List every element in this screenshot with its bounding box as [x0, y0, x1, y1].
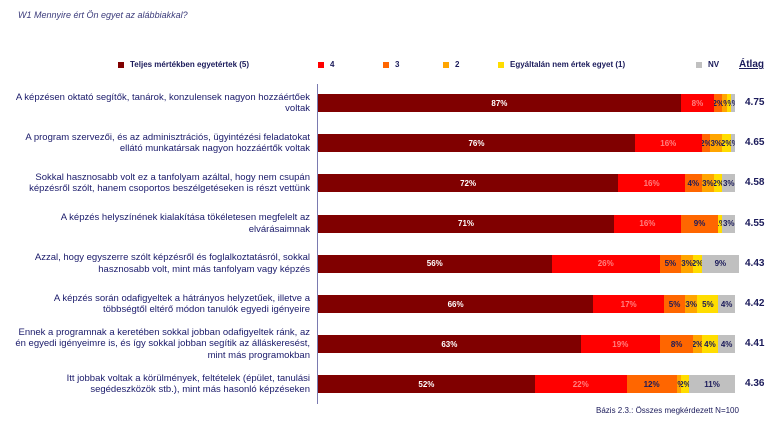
category-label: A képzés során odafigyeltek a hátrányos …: [53, 292, 310, 316]
legend-label: 4: [330, 60, 335, 69]
average-value: 4.75: [745, 97, 765, 108]
legend-item: Egyáltalán nem értek egyet (1): [498, 60, 625, 69]
bar-segment: 9%: [701, 254, 740, 273]
legend-swatch: [383, 61, 389, 68]
bar-segment: 2%: [722, 134, 731, 153]
bar-segment: 3%: [722, 214, 735, 233]
category-label: A képzésen oktató segítők, tanárok, konz…: [15, 91, 310, 115]
bar-segment: 3%: [722, 174, 735, 193]
bar-segment: 17%: [593, 295, 665, 313]
bar-segment: 63%: [318, 335, 581, 354]
legend-item: Teljes mértékben egyetértek (5): [118, 60, 249, 69]
bar-segment: 26%: [551, 254, 660, 273]
category-label: Ennek a programnak a keretében sokkal jo…: [15, 326, 310, 361]
legend-swatch: [318, 61, 324, 68]
legend-swatch: [498, 61, 504, 68]
bar-segment: 5%: [659, 254, 681, 273]
bar-segment: 8%: [659, 335, 694, 354]
bar-segment: 19%: [580, 335, 660, 354]
category-label: A program szervezői, és az adminisztráci…: [25, 131, 310, 155]
bar-segment: 52%: [318, 375, 535, 394]
category-label: Azzal, hogy egyszerre szólt képzésről és…: [34, 252, 310, 275]
base-footnote: Bázis 2.3.: Összes megkérdezett N=100: [596, 406, 739, 415]
bar-segment: 16%: [614, 214, 681, 233]
bar-segment: 76%: [318, 134, 635, 153]
bar-segment: 1%: [726, 94, 731, 112]
bar-segment: 87%: [318, 94, 681, 112]
bar-segment: 22%: [534, 375, 627, 394]
bar-segment: 12%: [626, 375, 677, 394]
bar-segment: 2%: [693, 254, 702, 273]
bar-segment: 4%: [718, 295, 735, 313]
category-label: A képzés helyszínének kialakítása tökéle…: [60, 212, 310, 235]
bar-segment: 9%: [680, 214, 719, 233]
legend-item: NV: [696, 60, 719, 69]
legend-item: 2: [443, 60, 459, 69]
legend-label: Egyáltalán nem értek egyet (1): [510, 60, 626, 69]
bar-segment: 16%: [634, 134, 702, 153]
legend-swatch: [443, 61, 449, 68]
bar-segment: 2%: [714, 94, 723, 112]
legend-label: Teljes mértékben egyetértek (5): [130, 60, 250, 69]
bar-segment: 2%: [714, 174, 723, 193]
legend-item: 3: [383, 60, 399, 69]
average-value: 4.65: [745, 137, 765, 149]
bar-segment: 56%: [318, 254, 552, 273]
bar-segment: 3%: [709, 134, 723, 153]
bar-segment: 72%: [318, 174, 619, 193]
category-label: Sokkal hasznosabb volt ez a tanfolyam az…: [29, 171, 310, 195]
legend-label: 2: [455, 60, 460, 69]
average-header: Átlag: [739, 59, 764, 70]
average-value: 4.42: [745, 298, 765, 309]
bar-segment: 4%: [701, 335, 719, 354]
average-value: 4.36: [745, 378, 765, 390]
bar-segment: 2%: [680, 375, 690, 394]
bar-segment: 16%: [618, 174, 685, 193]
category-label: Itt jobbak voltak a körülmények, feltéte…: [66, 372, 310, 396]
average-value: 4.55: [745, 217, 765, 229]
bar-segment: 1%: [730, 94, 735, 112]
average-value: 4.58: [745, 177, 765, 189]
bar-segment: 1%: [730, 134, 735, 153]
legend-label: NV: [708, 60, 720, 69]
legend-swatch: [696, 61, 702, 68]
bar-segment: 1%: [676, 375, 681, 394]
bar-segment: 11%: [689, 375, 735, 394]
bar-segment: 2%: [693, 335, 702, 354]
legend-item: 4: [318, 60, 334, 69]
bar-segment: 3%: [701, 174, 715, 193]
legend-swatch: [118, 61, 124, 68]
bar-segment: 66%: [318, 295, 594, 313]
bar-segment: 5%: [664, 295, 685, 313]
chart-question: W1 Mennyire ért Ön egyet az alábbiakkal?: [18, 10, 188, 20]
bar-segment: 3%: [680, 254, 694, 273]
bar-segment: 8%: [680, 94, 715, 112]
bar-segment: 1%: [718, 214, 723, 233]
bar-segment: 4%: [718, 335, 735, 354]
bar-segment: 2%: [701, 134, 710, 153]
bar-segment: 3%: [684, 295, 698, 313]
bar-segment: 71%: [318, 214, 615, 233]
average-value: 4.43: [745, 257, 765, 269]
bar-segment: 5%: [697, 295, 719, 313]
bar-segment: 4%: [684, 174, 702, 193]
bar-segment: 1%: [722, 94, 727, 112]
average-value: 4.41: [745, 338, 765, 350]
legend-label: 3: [395, 60, 400, 69]
category-axis-line: [317, 84, 318, 404]
